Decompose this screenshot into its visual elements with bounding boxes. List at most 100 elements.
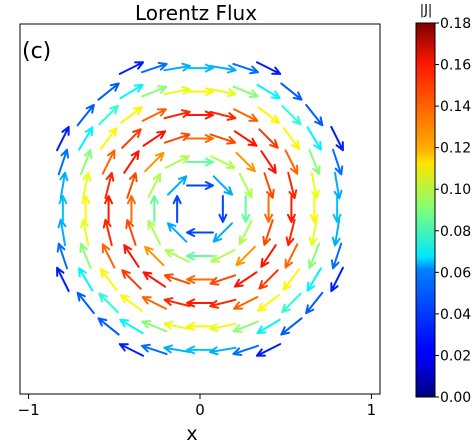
flux-arrow (256, 318, 281, 335)
flux-arrow (255, 343, 282, 357)
flux-arrow (330, 125, 344, 152)
flux-arrow (209, 64, 237, 74)
flux-arrow (163, 62, 191, 72)
flux-arrow (186, 157, 214, 167)
flux-arrow (97, 317, 120, 336)
flux-arrow (57, 148, 70, 176)
flux-arrow (232, 85, 259, 98)
flux-arrow (232, 344, 260, 357)
flux-arrow (280, 82, 303, 101)
flux-arrow (280, 317, 303, 336)
colorbar-tick-label: 0.14 (440, 99, 471, 115)
flux-arrow (144, 151, 165, 173)
flux-arrow (209, 322, 237, 332)
flux-arrow (119, 318, 144, 335)
flux-arrow (287, 171, 298, 200)
flux-arrow (305, 103, 324, 127)
flux-arrow (82, 171, 92, 200)
flux-arrow (209, 298, 237, 309)
flux-arrow (99, 268, 118, 291)
flux-arrow (79, 242, 92, 270)
flux-arrow (307, 242, 321, 270)
flux-arrow (140, 61, 168, 74)
flux-arrow (308, 148, 321, 176)
flux-arrow (333, 171, 343, 200)
flux-arrow (306, 126, 322, 151)
flux-arrow (310, 171, 320, 200)
flux-arrow (163, 273, 191, 285)
flux-arrow (186, 274, 214, 284)
flux-arrow (256, 83, 281, 100)
flux-arrow (262, 219, 274, 246)
flux-arrow (98, 104, 119, 126)
flux-arrow (258, 128, 279, 149)
flux-arrow (263, 172, 275, 199)
flux-arrow (282, 268, 301, 291)
flux-arrow (306, 267, 322, 292)
flux-arrow (331, 148, 344, 176)
flux-arrow (235, 151, 256, 173)
flux-arrow (285, 218, 296, 247)
flux-arrow (238, 219, 253, 246)
flux-arrow (58, 195, 68, 223)
colorbar (415, 22, 436, 398)
colorbar-tick-label: 0.10 (440, 182, 471, 198)
flux-arrow (232, 62, 260, 75)
flux-arrow (284, 243, 299, 269)
flux-arrow (186, 298, 214, 308)
flux-arrow (141, 108, 167, 122)
flux-arrow (186, 345, 214, 355)
flux-arrow (186, 321, 214, 331)
flux-arrow (119, 83, 144, 100)
flux-arrow (330, 242, 343, 270)
flux-arrow (57, 218, 67, 247)
flux-arrow (120, 294, 143, 312)
flux-arrow (147, 172, 162, 199)
flux-arrow (305, 291, 324, 315)
flux-arrow (186, 63, 214, 73)
flux-arrow (186, 87, 214, 97)
flux-arrow (126, 195, 136, 223)
flux-arrow (172, 195, 182, 223)
flux-arrow (233, 271, 258, 288)
x-axis-label: x (186, 423, 197, 444)
flux-arrow (81, 195, 91, 223)
flux-arrow (186, 110, 214, 120)
colorbar-tick-label: 0.12 (440, 141, 471, 157)
flux-arrow (257, 106, 280, 124)
flux-arrow (76, 291, 95, 315)
flux-arrow (99, 127, 118, 150)
flux-arrow (258, 269, 279, 290)
flux-arrow (163, 344, 191, 354)
arrow-field (56, 61, 344, 357)
flux-arrow (141, 320, 168, 333)
flux-arrow (163, 109, 191, 120)
flux-arrow (78, 126, 94, 151)
flux-arrow (123, 244, 140, 268)
flux-arrow (163, 297, 191, 308)
plot-frame (19, 23, 381, 395)
flux-arrow (118, 343, 145, 357)
flux-arrow (142, 271, 167, 288)
flux-arrow (257, 294, 280, 312)
flux-arrow (121, 128, 142, 149)
x-axis-ticks: −1 0 1 (18, 394, 376, 419)
flux-arrow (141, 296, 167, 310)
flux-arrow (209, 274, 237, 286)
colorbar-tick-label: 0.00 (440, 390, 471, 406)
flux-arrow (281, 292, 302, 314)
flux-arrow (210, 249, 236, 263)
flux-arrow (98, 292, 119, 314)
flux-arrow (142, 130, 167, 147)
flux-arrow (80, 218, 90, 247)
colorbar-tick-label: 0.04 (440, 307, 471, 323)
flux-arrow (97, 82, 120, 101)
colorbar-title: |J| (420, 3, 433, 18)
flux-arrow (212, 222, 234, 243)
flux-arrow (141, 85, 168, 98)
flux-arrow (164, 155, 190, 169)
flux-arrow (140, 343, 168, 356)
flux-arrow (282, 127, 301, 150)
flux-arrow (309, 195, 319, 223)
flux-arrow (163, 320, 191, 330)
